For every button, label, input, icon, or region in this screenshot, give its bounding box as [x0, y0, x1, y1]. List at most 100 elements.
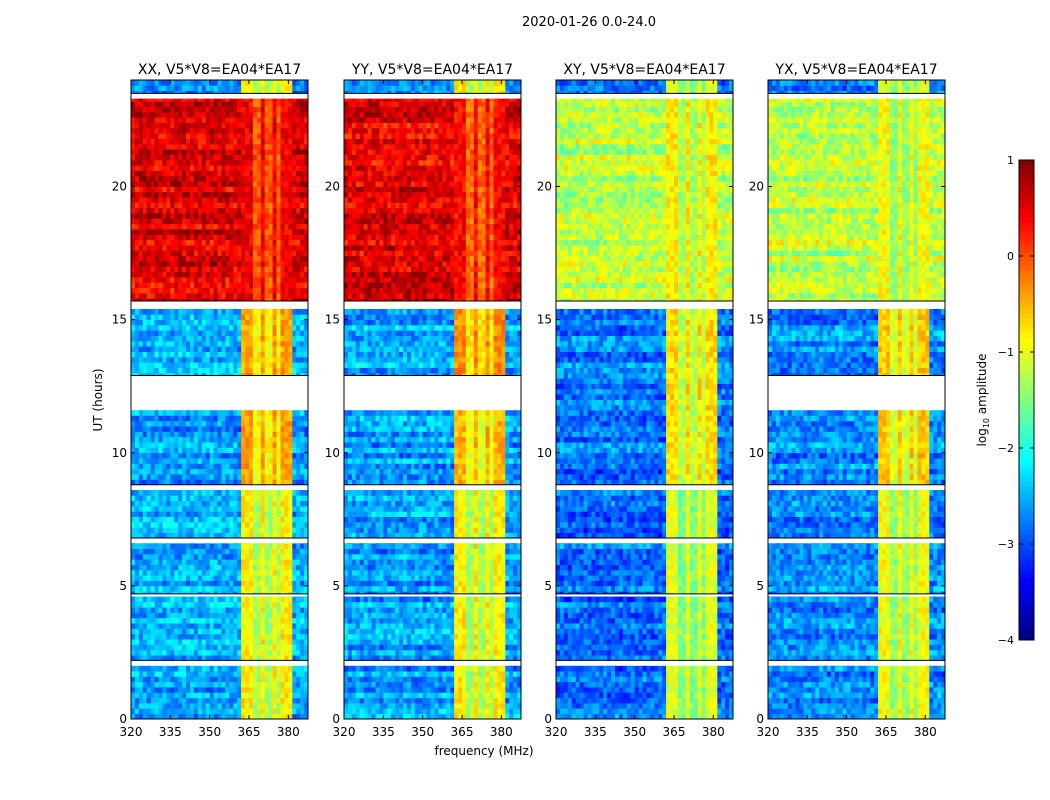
heatmap-cell: [198, 309, 202, 315]
heatmap-cell: [253, 410, 257, 416]
heatmap-cell: [218, 613, 222, 619]
heatmap-cell: [249, 613, 253, 619]
heatmap-cell: [143, 357, 147, 363]
heatmap-cell: [166, 490, 170, 496]
heatmap-cell: [225, 309, 229, 315]
heatmap-cell: [143, 634, 147, 640]
heatmap-cell: [214, 554, 218, 560]
heatmap-cell: [249, 149, 253, 155]
heatmap-cell: [261, 639, 265, 645]
heatmap-cell: [296, 426, 300, 432]
heatmap-cell: [155, 176, 159, 182]
heatmap-cell: [163, 581, 167, 587]
heatmap-cell: [265, 575, 269, 581]
heatmap-cell: [292, 613, 296, 619]
heatmap-cell: [206, 160, 210, 166]
heatmap-cell: [178, 522, 182, 528]
heatmap-cell: [241, 698, 245, 704]
heatmap-cell: [182, 176, 186, 182]
heatmap-cell: [245, 149, 249, 155]
heatmap-cell: [198, 613, 202, 619]
heatmap-cell: [202, 117, 206, 123]
heatmap-cell: [249, 117, 253, 123]
heatmap-cell: [170, 431, 174, 437]
heatmap-cell: [202, 687, 206, 693]
heatmap-cell: [210, 671, 214, 677]
heatmap-cell: [163, 288, 167, 294]
heatmap-cell: [190, 192, 194, 198]
heatmap-cell: [155, 570, 159, 576]
heatmap-cell: [253, 554, 257, 560]
heatmap-cell: [147, 421, 151, 427]
heatmap-cell: [170, 181, 174, 187]
heatmap-cell: [277, 250, 281, 256]
heatmap-cell: [257, 101, 261, 107]
heatmap-cell: [245, 357, 249, 363]
heatmap-cell: [214, 602, 218, 608]
heatmap-cell: [265, 692, 269, 698]
heatmap-cell: [222, 634, 226, 640]
heatmap-cell: [186, 325, 190, 331]
heatmap-cell: [261, 165, 265, 171]
heatmap-cell: [261, 352, 265, 358]
heatmap-cell: [265, 453, 269, 459]
heatmap-cell: [155, 490, 159, 496]
heatmap-cell: [202, 517, 206, 523]
heatmap-cell: [190, 128, 194, 134]
heatmap-cell: [155, 559, 159, 565]
heatmap-cell: [257, 341, 261, 347]
heatmap-cell: [194, 101, 198, 107]
heatmap-cell: [300, 650, 304, 656]
heatmap-cell: [139, 250, 143, 256]
heatmap-cell: [178, 325, 182, 331]
heatmap-cell: [174, 687, 178, 693]
heatmap-cell: [245, 650, 249, 656]
heatmap-cell: [186, 282, 190, 288]
heatmap-cell: [210, 708, 214, 714]
heatmap-cell: [155, 261, 159, 267]
heatmap-cell: [151, 708, 155, 714]
heatmap-cell: [198, 597, 202, 603]
heatmap-cell: [206, 293, 210, 299]
heatmap-cell: [269, 309, 273, 315]
heatmap-cell: [261, 447, 265, 453]
heatmap-cell: [237, 416, 241, 422]
heatmap-cell: [147, 352, 151, 358]
heatmap-cell: [273, 155, 277, 161]
heatmap-cell: [225, 213, 229, 219]
heatmap-cell: [163, 639, 167, 645]
heatmap-cell: [182, 357, 186, 363]
heatmap-cell: [277, 416, 281, 422]
heatmap-cell: [163, 171, 167, 177]
heatmap-cell: [155, 586, 159, 592]
heatmap-cell: [151, 495, 155, 501]
heatmap-cell: [194, 554, 198, 560]
heatmap-cell: [273, 336, 277, 342]
heatmap-cell: [178, 581, 182, 587]
heatmap-cell: [249, 607, 253, 613]
heatmap-cell: [166, 155, 170, 161]
heatmap-cell: [194, 368, 198, 374]
heatmap-cell: [296, 543, 300, 549]
heatmap-cell: [135, 703, 139, 709]
heatmap-cell: [273, 629, 277, 635]
heatmap-cell: [170, 197, 174, 203]
heatmap-cell: [265, 490, 269, 496]
heatmap-cell: [296, 101, 300, 107]
heatmap-cell: [245, 256, 249, 262]
heatmap-cell: [210, 160, 214, 166]
heatmap-cell: [253, 165, 257, 171]
heatmap-cell: [198, 682, 202, 688]
heatmap-cell: [178, 618, 182, 624]
heatmap-cell: [135, 336, 139, 342]
heatmap-cell: [300, 314, 304, 320]
heatmap-cell: [229, 490, 233, 496]
heatmap-cell: [245, 506, 249, 512]
heatmap-cell: [163, 101, 167, 107]
heatmap-cell: [198, 533, 202, 539]
heatmap-cell: [296, 645, 300, 651]
heatmap-cell: [206, 634, 210, 640]
heatmap-cell: [281, 421, 285, 427]
heatmap-cell: [253, 607, 257, 613]
heatmap-cell: [281, 639, 285, 645]
